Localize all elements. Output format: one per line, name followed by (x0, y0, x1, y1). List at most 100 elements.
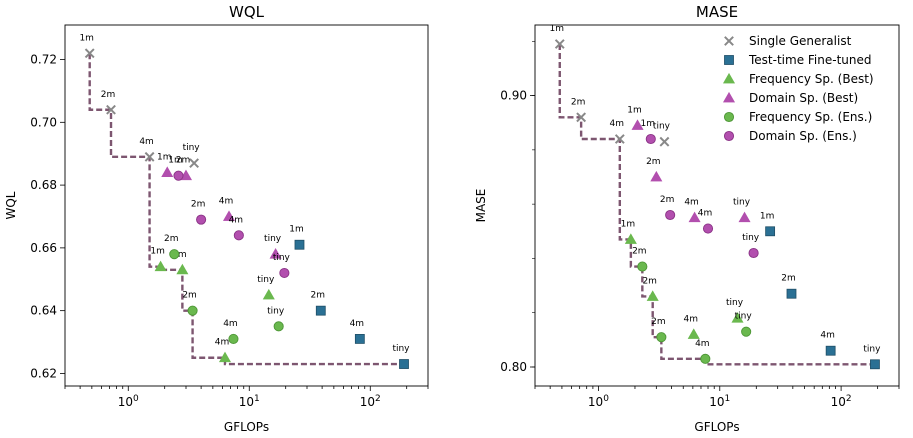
legend-label: Domain Sp. (Ens.) (749, 129, 857, 143)
y-axis-label: WQL (4, 191, 18, 219)
point-label: tiny (733, 198, 751, 208)
panel-wql: WQL 100 101 102 0.62 0.64 0.66 0.68 0.70 0.72 GFLO… (4, 3, 429, 434)
panel-mase: MASE 100 101 102 0.80 0.90 GFLOPs MASE 1m 2m 4m tin… (474, 3, 900, 434)
pareto-front-line (88, 53, 404, 366)
y-tick-label: 0.64 (30, 304, 57, 318)
point-label: 1m (641, 119, 656, 129)
point-label: tiny (273, 253, 291, 263)
chart-title: MASE (696, 3, 738, 21)
marker-frequency-sp-best (646, 290, 659, 301)
point-label: tiny (653, 122, 671, 132)
legend-marker-domain-sp-ens (723, 130, 735, 142)
y-tick-label: 0.80 (500, 360, 527, 374)
series-frequency-sp-ens: 2m 2m 4m tiny (164, 234, 285, 344)
point-label: tiny (183, 143, 201, 153)
point-label: tiny (726, 298, 744, 308)
marker-domain-sp-best (222, 210, 236, 221)
x-axis-label: GFLOPs (224, 420, 269, 434)
point-label: 2m (651, 317, 666, 327)
marker-frequency-sp-ens (656, 332, 667, 343)
point-label: 1m (289, 225, 304, 235)
pareto-front-line (558, 44, 875, 366)
marker-frequency-sp-best (624, 233, 637, 244)
y-axis-label: MASE (474, 189, 488, 223)
marker-domain-sp-ens (748, 247, 759, 259)
marker-domain-sp-best (650, 170, 663, 182)
point-label: 4m (695, 339, 710, 349)
plot-frame (64, 24, 429, 387)
x-tick-label: 101 (709, 394, 730, 409)
marker-frequency-sp-best (176, 263, 189, 275)
point-label: 2m (164, 234, 179, 244)
marker-domain-sp-ens (645, 133, 656, 145)
marker-single-generalist (106, 104, 116, 115)
marker-single-generalist (144, 151, 155, 162)
series-frequency-sp-ens: 2m 2m 4m tiny (632, 247, 752, 364)
y-tick-label: 0.72 (30, 53, 57, 67)
point-label: 4m (229, 215, 244, 225)
series-domain-sp-best: 1m 2m 4m tiny (157, 153, 282, 259)
legend-label: Test-time Fine-tuned (748, 53, 871, 67)
point-label: 1m (168, 156, 183, 166)
x-axis-label: GFLOPs (694, 420, 739, 434)
point-label: 2m (311, 291, 326, 301)
marker-test-time-fine-tuned (294, 239, 305, 250)
point-label: 2m (172, 250, 187, 260)
marker-domain-sp-ens (279, 267, 290, 279)
marker-frequency-sp-ens (187, 305, 198, 316)
x-tick-label: 101 (239, 394, 260, 409)
point-label: 4m (698, 209, 713, 219)
marker-test-time-fine-tuned (870, 359, 880, 370)
point-label: 1m (550, 24, 565, 34)
marker-frequency-sp-ens (741, 326, 752, 337)
point-label: tiny (257, 275, 275, 285)
legend-label: Frequency Sp. (Best) (749, 72, 874, 86)
point-label: 1m (627, 105, 642, 115)
x-tick-label: 102 (831, 394, 852, 409)
point-label: 4m (684, 198, 699, 208)
marker-single-generalist (84, 48, 95, 59)
legend-marker-frequency-sp-ens (723, 111, 735, 123)
series-test-time-fine-tuned: 1m 2m 4m tiny (760, 211, 881, 370)
y-tick-label: 0.66 (30, 241, 57, 255)
point-label: 2m (646, 157, 661, 167)
point-label: 2m (781, 274, 796, 284)
legend-label: Frequency Sp. (Ens.) (749, 110, 872, 124)
point-label: tiny (863, 344, 881, 354)
marker-frequency-sp-ens (228, 333, 239, 344)
marker-test-time-fine-tuned (399, 359, 409, 369)
x-tick-label: 102 (360, 394, 381, 409)
marker-single-generalist (576, 112, 587, 123)
legend-marker-frequency-sp-best (722, 72, 736, 84)
marker-domain-sp-best (161, 166, 174, 177)
series-domain-sp-ens: 1m 2m 4m tiny (168, 156, 291, 279)
marker-test-time-fine-tuned (315, 305, 326, 316)
point-label: 1m (760, 211, 775, 221)
point-label: tiny (264, 234, 282, 244)
point-label: tiny (742, 233, 760, 243)
legend-marker-test-time-fine-tuned (724, 55, 734, 65)
point-label: 2m (182, 291, 197, 301)
series-domain-sp-best: 1m 2m 4m tiny (627, 105, 751, 223)
point-label: tiny (267, 306, 285, 316)
marker-test-time-fine-tuned (354, 334, 365, 344)
marker-single-generalist (554, 39, 565, 49)
marker-frequency-sp-best (731, 312, 744, 323)
point-label: 1m (150, 247, 165, 257)
point-label: 4m (610, 119, 625, 129)
point-label: 1m (157, 153, 172, 163)
point-label: 2m (642, 276, 657, 286)
x-tick-label: 100 (588, 394, 609, 409)
legend-label: Single Generalist (749, 34, 852, 48)
marker-frequency-sp-best (687, 328, 700, 339)
marker-frequency-sp-ens (273, 321, 284, 332)
y-tick-label: 0.68 (30, 178, 57, 192)
marker-test-time-fine-tuned (825, 345, 836, 356)
marker-single-generalist (659, 136, 670, 147)
point-label: 4m (820, 331, 835, 341)
legend-marker-domain-sp-best (722, 91, 736, 103)
marker-domain-sp-ens (196, 214, 207, 225)
point-label: 1m (79, 33, 94, 43)
